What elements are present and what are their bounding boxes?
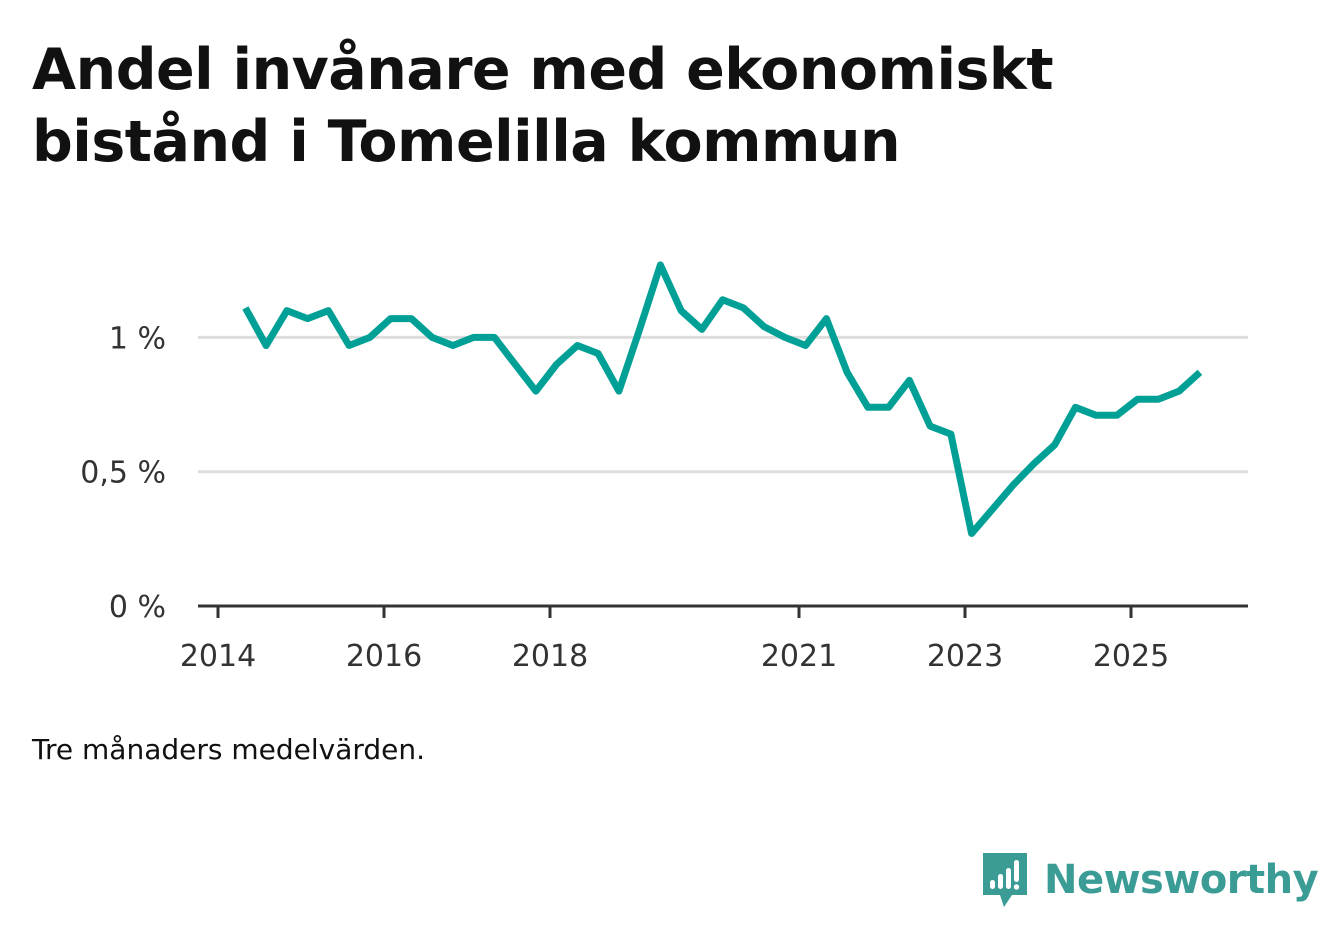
bar-chart-bubble-icon xyxy=(983,853,1027,907)
x-tick-label: 2025 xyxy=(1093,639,1169,674)
chart-title-line-2: bistånd i Tomelilla kommun xyxy=(32,109,901,175)
chart-title-line-1: Andel invånare med ekonomiskt xyxy=(32,37,1054,103)
y-tick-label: 0 % xyxy=(109,590,166,625)
y-tick-label: 1 % xyxy=(109,321,166,356)
x-axis: 2014 2016 2018 2021 2023 2025 xyxy=(180,604,1248,674)
brand-name: Newsworthy xyxy=(1044,857,1319,903)
x-tick-label: 2021 xyxy=(761,639,837,674)
line-chart: 0 % 0,5 % 1 % 2014 2016 2018 2021 2023 2025 xyxy=(80,261,1248,674)
y-axis-labels: 0 % 0,5 % 1 % xyxy=(80,321,166,625)
gridlines xyxy=(198,335,1248,474)
x-tick-label: 2014 xyxy=(180,639,256,674)
x-tick-label: 2018 xyxy=(512,639,588,674)
series-line-0 xyxy=(242,261,1203,537)
chart-title: Andel invånare med ekonomiskt bistånd i … xyxy=(32,34,1232,178)
y-tick-label: 0,5 % xyxy=(80,456,166,491)
x-tick-label: 2016 xyxy=(346,639,422,674)
chart-note: Tre månaders medelvärden. xyxy=(32,733,426,766)
newsworthy-logo[interactable]: Newsworthy xyxy=(980,850,1319,910)
series-layer xyxy=(242,261,1203,537)
x-tick-label: 2023 xyxy=(927,639,1003,674)
